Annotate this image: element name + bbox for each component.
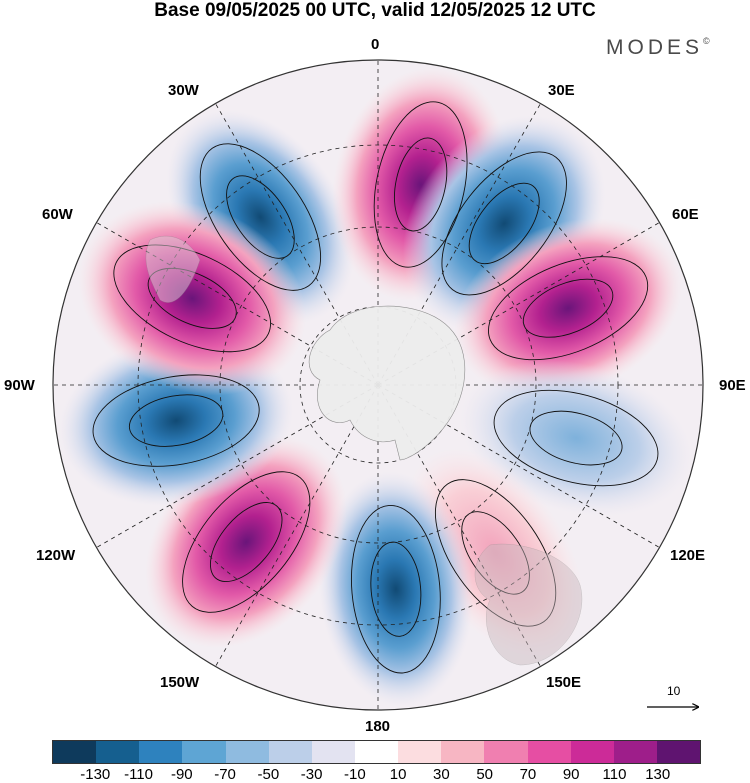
streamline — [350, 505, 441, 674]
colorbar-tick-label: 70 — [519, 766, 537, 783]
latitude-circle — [219, 226, 537, 544]
copyright-mark: © — [703, 36, 710, 46]
streamline — [373, 101, 468, 268]
antarctica-landmass — [308, 305, 466, 461]
colorbar-tick-label: -30 — [300, 766, 323, 783]
colorbar-swatch — [527, 741, 571, 763]
lon-label-150e: 150E — [546, 674, 582, 691]
streamline — [128, 394, 224, 447]
streamline — [199, 143, 322, 291]
lon-label-30w: 30W — [168, 82, 199, 99]
streamline — [209, 502, 283, 583]
chart-title: Base 09/05/2025 00 UTC, valid 12/05/2025… — [154, 0, 596, 21]
meridian-line — [377, 384, 660, 548]
positive-anomaly — [78, 201, 306, 396]
lon-label-120e: 120E — [670, 547, 706, 564]
polar-map — [52, 59, 704, 711]
streamline — [113, 244, 272, 353]
colorbar-swatch — [139, 741, 183, 763]
streamline — [182, 471, 311, 613]
colorbar-swatch — [96, 741, 140, 763]
colorbar-swatch — [441, 741, 485, 763]
colorbar-tick-label: 30 — [433, 766, 450, 783]
colorbar-swatch — [613, 741, 657, 763]
meridian-line — [377, 103, 541, 386]
colorbar-tick-label: -70 — [214, 766, 236, 783]
streamline — [461, 511, 530, 595]
reference-vector-label: 10 — [667, 684, 681, 698]
colorbar-swatch — [398, 741, 442, 763]
brand-name: MODES — [606, 36, 704, 59]
colorbar-swatch — [311, 741, 355, 763]
colorbar-swatch — [656, 741, 701, 763]
colorbar-tick-label: 130 — [645, 766, 671, 783]
streamline — [488, 256, 649, 361]
colorbar-tick-label: -50 — [257, 766, 280, 783]
lon-label-60w: 60W — [42, 206, 73, 223]
meridian-line — [215, 103, 379, 386]
meridian-line — [215, 384, 379, 667]
positive-anomaly — [454, 218, 682, 399]
streamline — [226, 175, 295, 259]
colorbar-swatch — [268, 741, 312, 763]
lon-label-180: 180 — [365, 718, 391, 735]
colorbar-swatch — [225, 741, 269, 763]
lon-label-150w: 150W — [160, 674, 200, 691]
colorbar-swatch — [484, 741, 528, 763]
streamline — [493, 389, 659, 487]
colorbar-swatch — [354, 741, 399, 763]
lon-label-120w: 120W — [36, 547, 76, 564]
negative-anomaly — [318, 471, 474, 707]
lon-label-60e: 60E — [672, 206, 699, 223]
streamline — [147, 267, 237, 329]
colorbar-tick-label: 110 — [602, 766, 627, 783]
lon-label-90e: 90E — [719, 377, 746, 394]
meridian-line — [377, 384, 541, 667]
meridian-line — [377, 222, 660, 386]
colorbar-tick-label: -110 — [124, 766, 153, 783]
south-america-landmass — [145, 235, 201, 303]
colorbar-tick-label: 10 — [389, 766, 407, 783]
australia-landmass — [474, 543, 583, 666]
lon-label-90w: 90W — [4, 377, 35, 394]
modes-logo: MODES© — [606, 36, 710, 60]
colorbar-tick-label: -130 — [80, 766, 111, 783]
meridian-line — [96, 384, 379, 548]
lon-label-30e: 30E — [548, 82, 575, 99]
colorbar-tick-label: 90 — [562, 766, 580, 783]
meridian-line — [96, 222, 379, 386]
map-boundary — [52, 59, 704, 711]
colorbar-tick-label: -90 — [170, 766, 193, 783]
colorbar-swatch — [570, 741, 614, 763]
colorbar-swatch — [182, 741, 226, 763]
streamline — [441, 151, 567, 296]
colorbar — [52, 740, 701, 764]
colorbar-tick-label: 50 — [476, 766, 493, 783]
colorbar-tick-label: -10 — [344, 766, 366, 783]
streamline — [92, 374, 260, 467]
streamline — [434, 479, 557, 627]
lon-label-0: 0 — [371, 36, 380, 53]
colorbar-swatch — [53, 741, 97, 763]
